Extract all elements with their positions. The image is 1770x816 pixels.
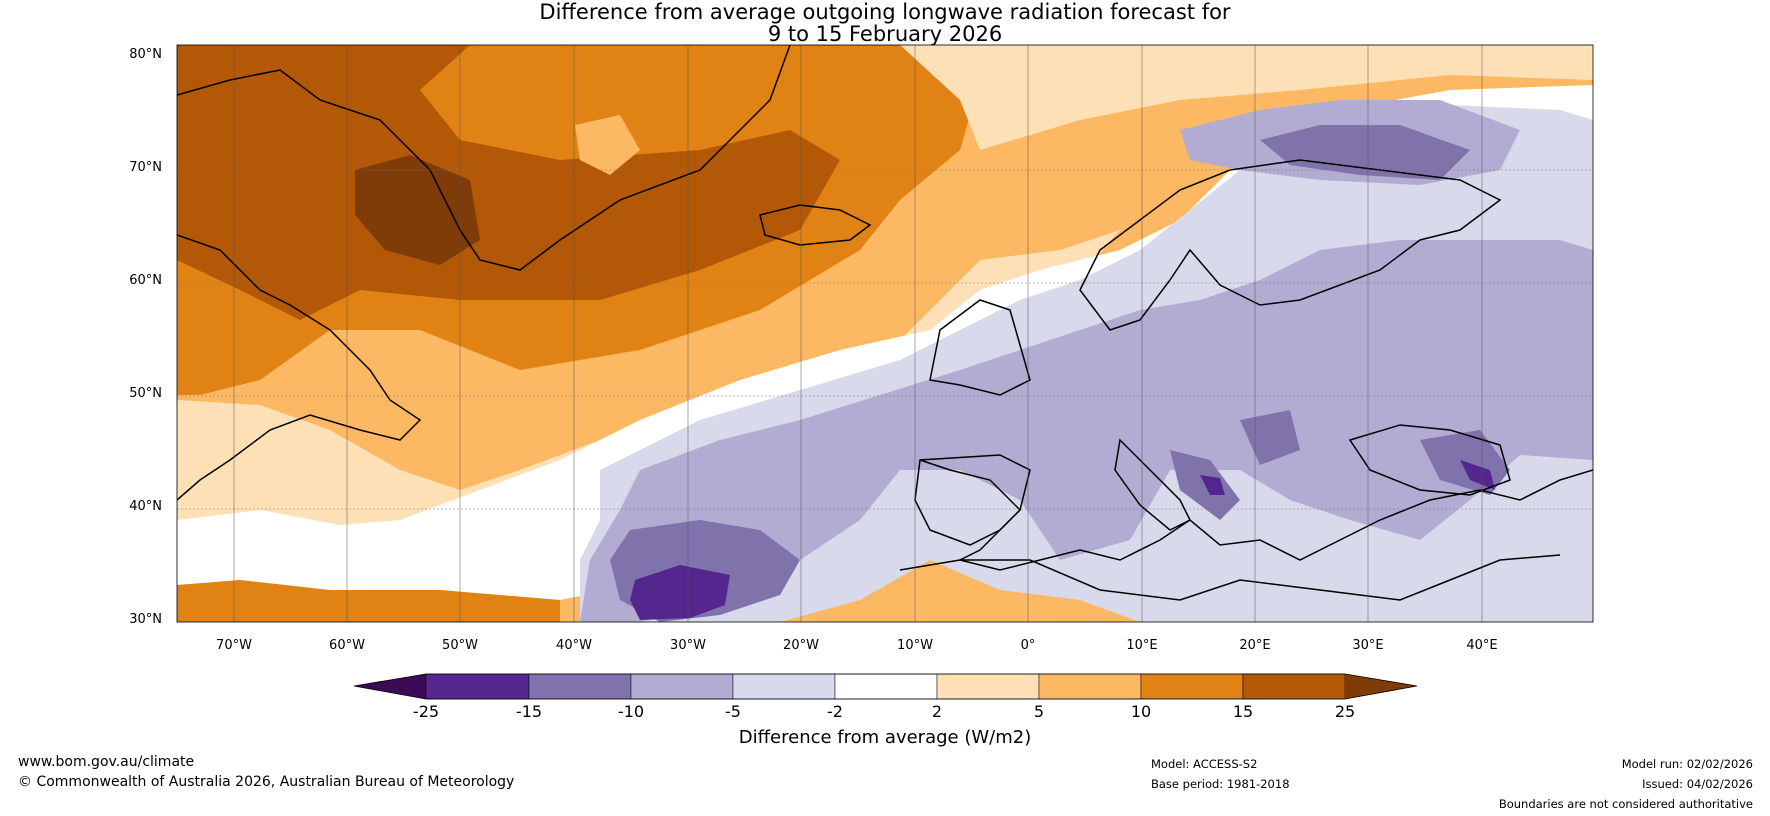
coastline-iberia xyxy=(914,454,1031,546)
base-period: Base period: 1981-2018 xyxy=(1151,777,1290,791)
anomaly-region-2-5-arctic xyxy=(900,45,1593,150)
coastline-iceland xyxy=(759,204,872,246)
colorbar-title: Difference from average (W/m2) xyxy=(738,727,1032,748)
anomaly-region-2-5-band xyxy=(177,230,1120,575)
anomaly-field xyxy=(177,45,1593,622)
colorbar-arrow-low xyxy=(354,674,426,699)
colorbar-tick-label: -10 xyxy=(617,702,645,721)
longitude-label: 10°E xyxy=(1126,638,1158,653)
model-name: Model: ACCESS-S2 xyxy=(1151,757,1258,771)
copyright-text: © Commonwealth of Australia 2026, Austra… xyxy=(18,774,515,790)
anomaly-region-neg25-neg15-adriatic xyxy=(1200,475,1225,495)
colorbar-swatch xyxy=(834,673,938,700)
latitude-label: 60°N xyxy=(129,273,162,288)
coastline-africa xyxy=(899,554,1561,601)
latitude-label: 50°N xyxy=(129,386,162,401)
coastline-greenland xyxy=(177,45,791,271)
model-run-date: Model run: 02/02/2026 xyxy=(1621,757,1753,771)
anomaly-region-neg15-neg10-north xyxy=(1260,125,1470,180)
colorbar-tick-label: 10 xyxy=(1130,702,1152,721)
longitude-label: 40°E xyxy=(1466,638,1498,653)
longitude-label: 60°W xyxy=(329,638,365,653)
website-link[interactable]: www.bom.gov.au/climate xyxy=(18,754,195,770)
latitude-label: 40°N xyxy=(129,499,162,514)
map-title: Difference from average outgoing longwav… xyxy=(539,0,1231,24)
colorbar-tick-label: -2 xyxy=(827,702,843,721)
longitude-label: 10°W xyxy=(897,638,933,653)
coastline-blacksea xyxy=(1348,424,1511,496)
colorbar-swatch xyxy=(528,673,632,700)
boundaries-disclaimer: Boundaries are not considered authoritat… xyxy=(1498,797,1753,811)
anomaly-region-gt25-greenland xyxy=(355,155,480,265)
graticule xyxy=(177,169,1593,510)
latitude-label: 80°N xyxy=(129,47,162,62)
longitude-label: 20°W xyxy=(783,638,819,653)
colorbar-arrow-high xyxy=(1345,674,1417,699)
colorbar-swatch xyxy=(1242,673,1346,700)
colorbar-swatch xyxy=(1038,673,1142,700)
colorbar-swatch xyxy=(936,673,1040,700)
colorbar-swatch xyxy=(1140,673,1244,700)
colorbar xyxy=(353,673,1418,700)
colorbar-tick-label: -25 xyxy=(412,702,440,721)
colorbar-tick-label: 25 xyxy=(1334,702,1356,721)
map-subtitle-dates: 9 to 15 February 2026 xyxy=(767,22,1003,46)
colorbar-tick-label: 15 xyxy=(1232,702,1254,721)
anomaly-region-neg25-neg15-atlantic xyxy=(630,565,730,620)
longitude-label: 40°W xyxy=(556,638,592,653)
longitude-label: 50°W xyxy=(442,638,478,653)
colorbar-tick-label: 5 xyxy=(1033,702,1045,721)
longitude-label: 30°E xyxy=(1352,638,1384,653)
meridians xyxy=(233,45,1483,622)
longitude-label: 0° xyxy=(1020,638,1036,653)
colorbar-swatch xyxy=(630,673,734,700)
anomaly-region-neg10-neg5 xyxy=(580,240,1593,622)
latitude-label: 70°N xyxy=(129,160,162,175)
coastline-scandinavia xyxy=(1079,159,1502,331)
colorbar-tick-label: -15 xyxy=(515,702,543,721)
longitude-label: 20°E xyxy=(1239,638,1271,653)
longitude-label: 30°W xyxy=(670,638,706,653)
anomaly-region-15-25-greenland xyxy=(177,45,840,320)
coastline-labrador xyxy=(177,234,422,501)
colorbar-swatch xyxy=(425,673,530,700)
map-frame xyxy=(176,44,1594,623)
longitude-label: 70°W xyxy=(216,638,252,653)
latitude-label: 30°N xyxy=(129,612,162,627)
coastline-italy xyxy=(1114,438,1192,531)
issued-date: Issued: 04/02/2026 xyxy=(1642,777,1753,791)
colorbar-swatch xyxy=(732,673,836,700)
anomaly-region-5-10-iceland-patch xyxy=(575,115,640,175)
coastlines xyxy=(177,45,1593,601)
colorbar-tick-label: -5 xyxy=(725,702,741,721)
colorbar-tick-label: 2 xyxy=(931,702,943,721)
anomaly-region-neg25-neg15-blacksea xyxy=(1460,460,1495,490)
coastline-uk xyxy=(929,299,1031,396)
